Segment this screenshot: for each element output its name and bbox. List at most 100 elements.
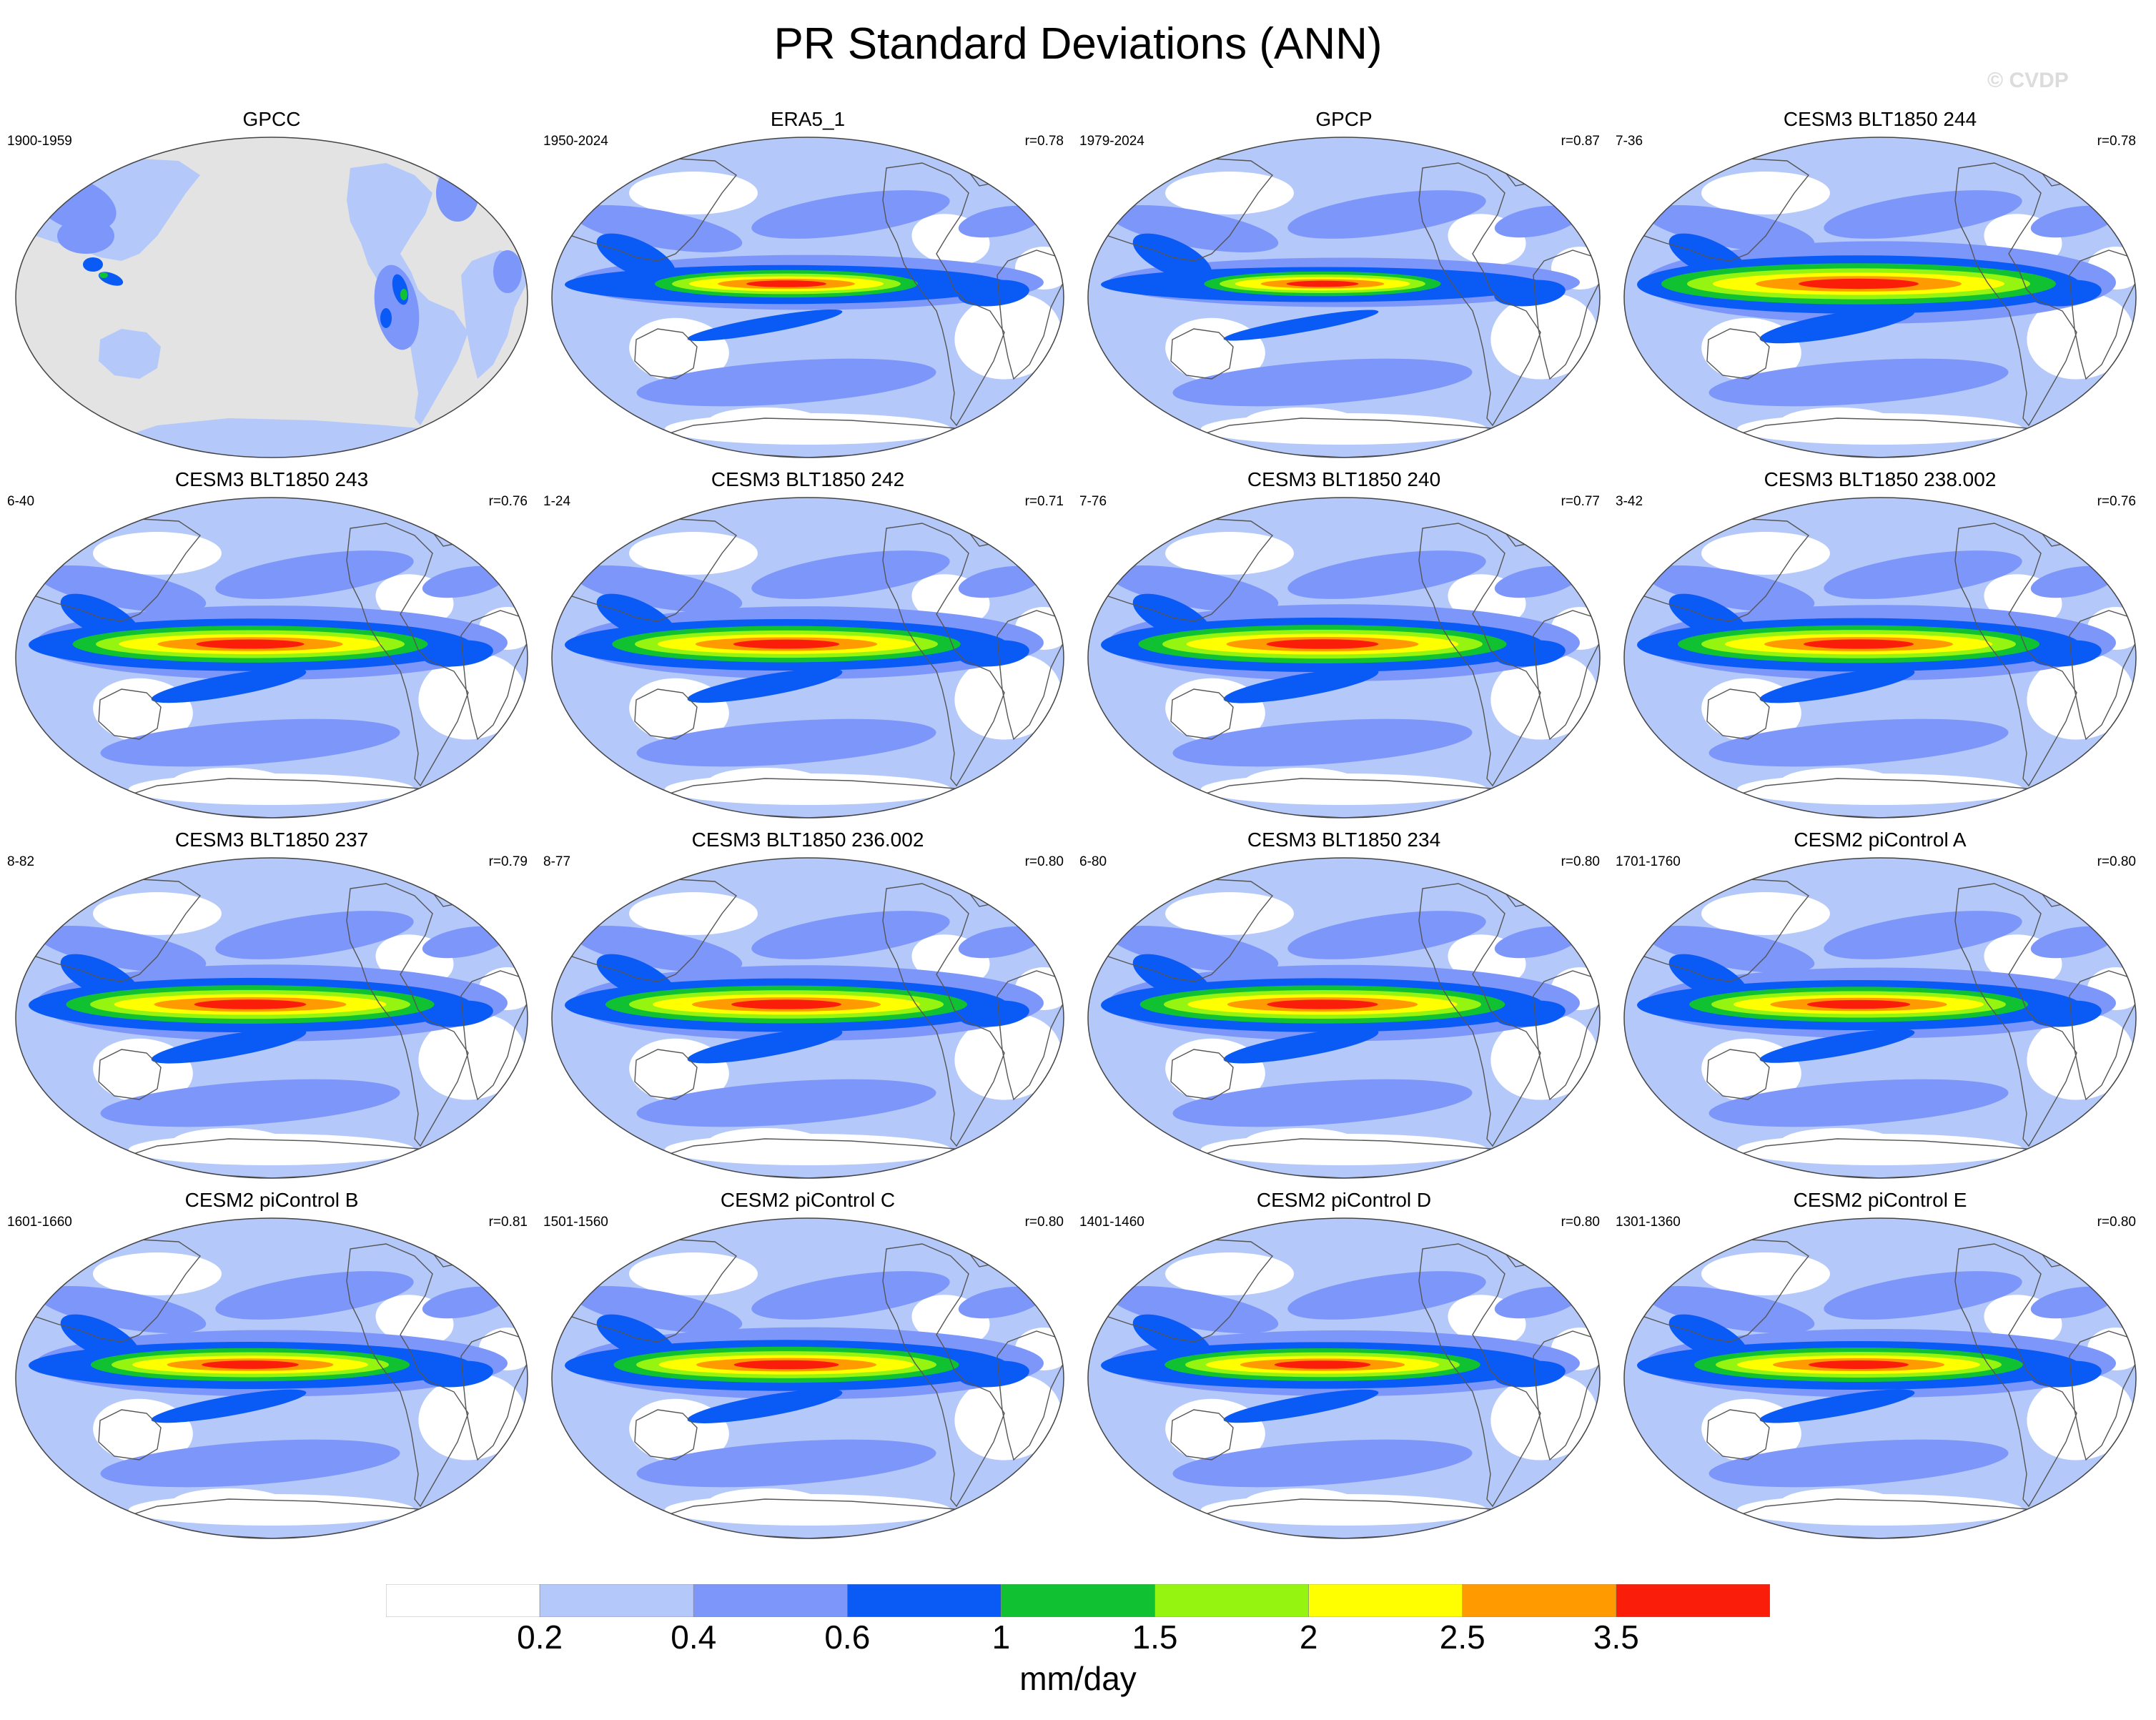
map-field [1088,137,1600,458]
map-panel: CESM3 BLT1850 240 7-76 r=0.77 [1079,468,1608,819]
contour-band [1824,1271,2022,1320]
contour-band [629,532,758,575]
panel-years: 6-40 [7,494,35,509]
contour-band [708,768,822,796]
panel-correlation: r=0.77 [1561,494,1600,509]
colorbar-tick-label: 1 [992,1618,1011,1656]
contour-band [1759,307,1915,344]
colorbar-segment [1462,1584,1617,1617]
panel-years: 1-24 [543,494,571,509]
contour-band [958,640,1029,667]
coastline-americas [346,523,469,787]
panel-correlation: r=0.80 [2097,1215,2136,1230]
contour-band [100,1439,400,1488]
panel-title: CESM3 BLT1850 240 [1247,468,1441,490]
contour-band [1244,768,1358,796]
contour-band [1172,1079,1473,1127]
contour-band [958,926,1044,959]
chart-title: PR Standard Deviations (ANN) [773,19,1383,69]
panel-years: 1950-2024 [543,134,608,149]
map-plot [551,857,1064,1179]
colorbar-tick-label: 1.5 [1132,1618,1178,1656]
coastline-eurasia [1088,877,1274,982]
colorbar-segment [1616,1584,1770,1617]
colorbar-segment [386,1584,540,1617]
contour-band [2027,1013,2134,1100]
contour-band [958,1000,1029,1027]
map-frame [1623,137,2137,458]
contour-band [36,925,207,974]
coastline-australia [1706,1409,1770,1460]
contour-band [151,1028,307,1064]
contour-band [1759,1029,1915,1063]
contour-band [958,1360,1029,1388]
colorbar-tick-label: 0.4 [671,1618,717,1656]
map-frame [1087,1217,1601,1539]
contour-band [83,257,103,272]
map-frame [551,1217,1064,1539]
contour-band [2030,205,2116,238]
contour-band [93,1252,222,1295]
contour-band [493,250,522,293]
coastline-australia [98,688,162,740]
contour-band [151,1389,307,1423]
panel-correlation: r=0.76 [2097,494,2136,509]
coastline-americas [1418,162,1541,427]
contour-band [422,1000,493,1027]
contour-band [215,911,414,959]
contour-band [1172,718,1473,767]
contour-band [1267,999,1378,1009]
contour-band [636,1079,936,1127]
map-panel: GPCP 1979-2024 r=0.87 [1079,107,1608,458]
contour-band [958,280,1029,307]
map-plot [1087,857,1601,1179]
contour-band [1494,640,1566,667]
map-plot [1087,497,1601,819]
colorbar-segment [847,1584,1002,1617]
map-panel: CESM3 BLT1850 234 6-80 r=0.80 [1079,828,1608,1179]
panel-years: 7-36 [1616,134,1643,149]
map-field [1624,1218,2136,1538]
contour-band [215,550,414,599]
coastline-eurasia [552,157,738,262]
coastline-eurasia [1624,157,1810,262]
contour-band [1109,925,1279,974]
map-field [552,498,1064,818]
panel-years: 7-76 [1079,494,1107,509]
map-frame [1087,857,1601,1179]
coastline-americas [1954,523,2077,787]
contour-band [1780,768,1894,796]
contour-band [687,1389,843,1423]
coastline-americas [882,162,1005,427]
map-field [552,137,1064,458]
colorbar-tick-label: 0.2 [517,1618,563,1656]
contour-band [2030,1360,2102,1388]
contour-band [1494,1286,1580,1319]
contour-band [1494,1000,1566,1027]
colorbar-segment [693,1584,848,1617]
contour-band [196,639,305,649]
contour-band [1701,172,1830,214]
coastline-eurasia [1088,517,1274,622]
map-frame [551,857,1064,1179]
contour-band [1701,892,1830,935]
contour-band [708,1488,822,1517]
coastline-americas [1954,162,2077,427]
map-field [1088,498,1600,818]
contour-band [1804,639,1914,649]
contour-band [422,926,508,959]
contour-band [629,892,758,935]
panel-correlation: r=0.80 [1024,854,1064,869]
contour-band [436,164,479,222]
contour-band [99,272,108,278]
contour-band [573,925,743,974]
panel-correlation: r=0.76 [488,494,528,509]
contour-band [422,1286,508,1319]
contour-band [636,718,936,767]
panel-title: CESM3 BLT1850 236.002 [691,829,924,851]
panel-correlation: r=0.80 [2097,854,2136,869]
panel-title: CESM3 BLT1850 237 [174,829,369,851]
contour-band [573,204,743,253]
contour-band [751,911,950,959]
contour-band [374,265,420,350]
